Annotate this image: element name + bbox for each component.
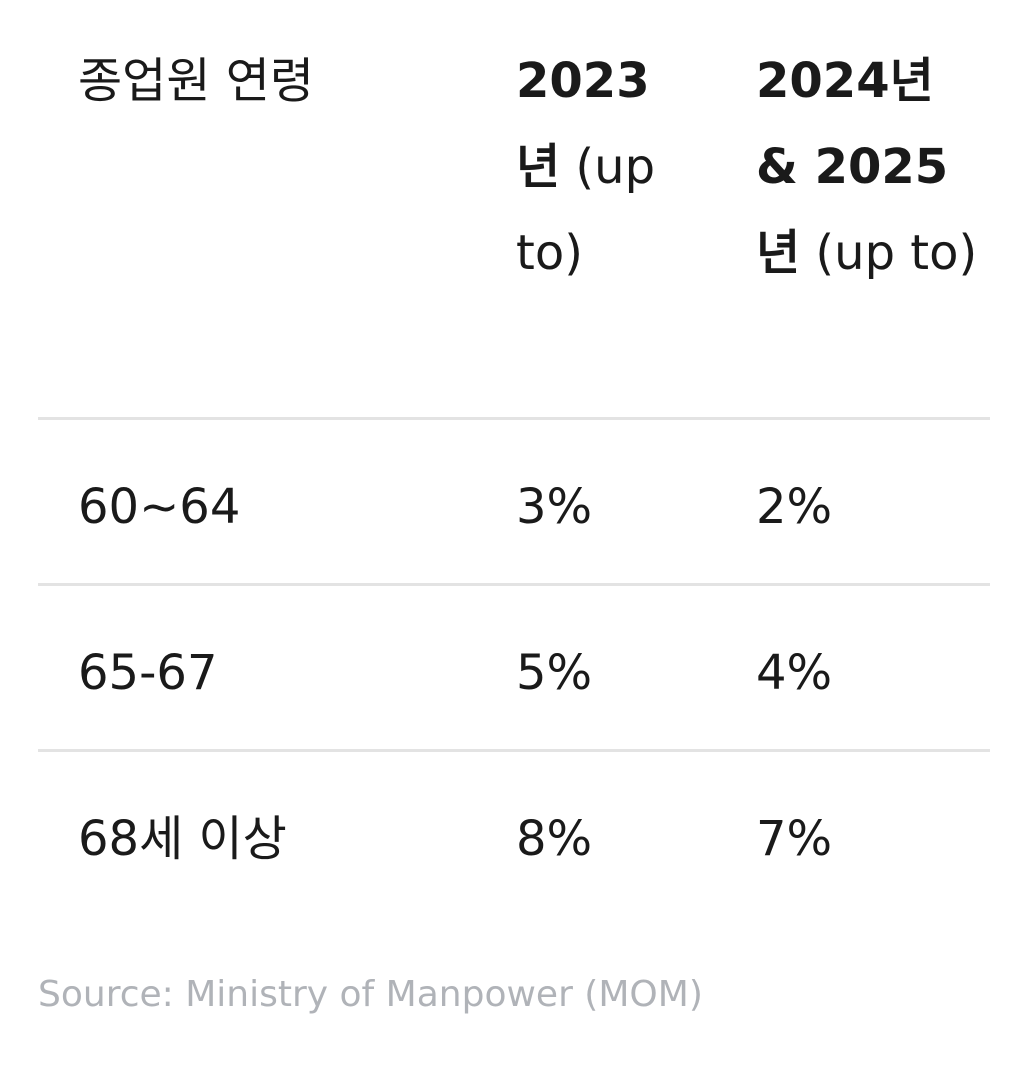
header-2024-qualifier: (up to) — [800, 225, 978, 281]
header-2023: 2023 년 (up to) — [516, 38, 716, 296]
contribution-rate-table: 종업원 연령 2023 년 (up to) 2024년 & 2025 년 (up… — [38, 0, 990, 915]
table-row: 60~64 3% 2% — [38, 420, 990, 586]
header-age: 종업원 연령 — [78, 53, 315, 109]
rate-2024-cell: 7% — [756, 811, 833, 867]
table-row: 68세 이상 8% 7% — [38, 752, 990, 915]
age-cell: 68세 이상 — [78, 811, 287, 867]
header-2023-year: 2023 년 — [516, 53, 650, 195]
header-2024-2025: 2024년 & 2025 년 (up to) — [756, 38, 986, 296]
rate-2024-cell: 2% — [756, 479, 833, 535]
source-note: Source: Ministry of Manpower (MOM) — [38, 974, 703, 1015]
header-2023-qualifier: (up to) — [516, 139, 656, 281]
rate-2024-cell: 4% — [756, 645, 833, 701]
rate-2023-cell: 5% — [516, 645, 593, 701]
rate-2023-cell: 8% — [516, 811, 593, 867]
table-row: 65-67 5% 4% — [38, 586, 990, 752]
header-2024-year: 2024년 & 2025 년 — [756, 53, 949, 281]
table-header-row: 종업원 연령 2023 년 (up to) 2024년 & 2025 년 (up… — [38, 0, 990, 420]
age-cell: 60~64 — [78, 479, 241, 535]
rate-2023-cell: 3% — [516, 479, 593, 535]
age-cell: 65-67 — [78, 645, 218, 701]
